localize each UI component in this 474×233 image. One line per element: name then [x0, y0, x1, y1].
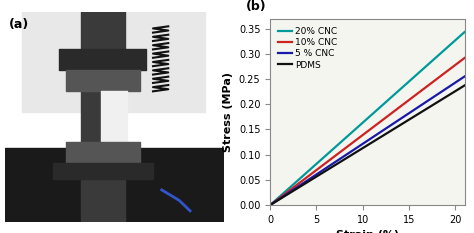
5 % CNC: [386, 125, 392, 128]
PDMS: [444, 95, 449, 98]
Line: 10% CNC: 10% CNC: [270, 58, 465, 205]
20% CNC: [386, 98, 392, 101]
5 % CNC: [462, 75, 467, 78]
10% CNC: [386, 114, 392, 116]
Text: (b): (b): [246, 0, 266, 13]
5 % CNC: [383, 127, 388, 130]
10% CNC: [462, 57, 467, 59]
10% CNC: [268, 203, 273, 206]
20% CNC: [383, 101, 389, 103]
5 % CNC: [431, 95, 437, 98]
X-axis label: Strain (%): Strain (%): [336, 230, 399, 233]
PDMS: [431, 103, 437, 106]
5 % CNC: [383, 127, 389, 130]
Line: 5 % CNC: 5 % CNC: [270, 76, 465, 205]
PDMS: [462, 84, 467, 87]
20% CNC: [268, 203, 273, 206]
PDMS: [386, 130, 392, 133]
PDMS: [267, 204, 273, 206]
10% CNC: [383, 116, 389, 119]
Line: 20% CNC: 20% CNC: [270, 32, 465, 205]
PDMS: [268, 203, 273, 206]
Legend: 20% CNC, 10% CNC, 5 % CNC, PDMS: 20% CNC, 10% CNC, 5 % CNC, PDMS: [275, 23, 341, 73]
20% CNC: [267, 204, 273, 206]
5 % CNC: [444, 87, 449, 90]
PDMS: [383, 133, 389, 135]
PDMS: [383, 133, 388, 136]
10% CNC: [431, 80, 437, 82]
20% CNC: [444, 47, 449, 50]
20% CNC: [431, 58, 437, 61]
20% CNC: [462, 31, 467, 34]
10% CNC: [444, 70, 449, 73]
Text: (a): (a): [9, 18, 29, 31]
10% CNC: [267, 204, 273, 206]
10% CNC: [383, 116, 388, 119]
20% CNC: [383, 101, 388, 104]
Y-axis label: Stress (MPa): Stress (MPa): [223, 72, 233, 152]
Line: PDMS: PDMS: [270, 86, 465, 205]
5 % CNC: [267, 204, 273, 206]
5 % CNC: [268, 203, 273, 206]
